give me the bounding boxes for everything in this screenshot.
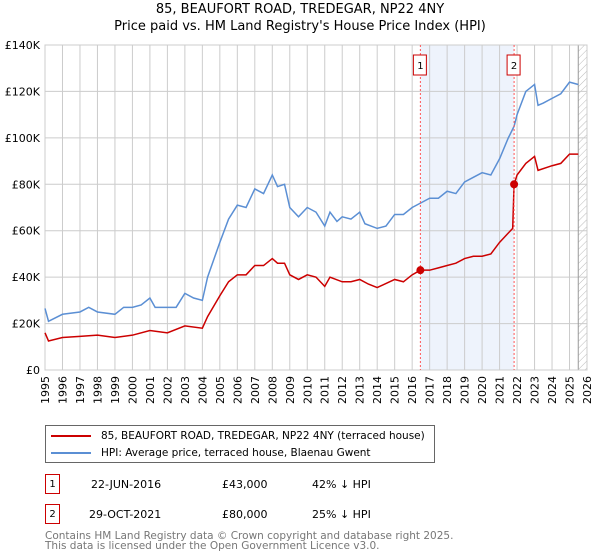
x-tick-label: 2026 xyxy=(581,376,594,404)
footer: Contains HM Land Registry data © Crown c… xyxy=(45,530,454,552)
x-tick-label: 2010 xyxy=(301,376,314,404)
legend-item-property: 85, BEAUFORT ROAD, TREDEGAR, NP22 4NY (t… xyxy=(51,430,425,442)
chart: 1995 1996 1997 1998 1999 2000 2001 2002 2003 2004… xyxy=(5,39,594,404)
forecast-hatch xyxy=(578,45,587,370)
x-tick-label: 2007 xyxy=(249,376,262,404)
y-tick-label: £120K xyxy=(5,85,41,98)
sale-point xyxy=(416,266,425,275)
x-tick-label: 2016 xyxy=(406,376,419,404)
series-line xyxy=(44,81,579,323)
x-tick-label: 2001 xyxy=(144,376,157,404)
footer-line: This data is licensed under the Open Gov… xyxy=(45,540,380,552)
legend-label: 85, BEAUFORT ROAD, TREDEGAR, NP22 4NY (t… xyxy=(101,430,425,442)
chart-title: 85, BEAUFORT ROAD, TREDEGAR, NP22 4NY xyxy=(155,2,445,17)
x-tick-label: 2018 xyxy=(441,376,454,404)
x-tick-label: 2008 xyxy=(266,376,279,404)
y-tick-label: £20K xyxy=(12,318,41,331)
y-tick-label: £40K xyxy=(12,271,41,284)
sale-point xyxy=(510,180,519,189)
x-tick-label: 2006 xyxy=(231,376,244,404)
y-tick-label: £80K xyxy=(12,178,41,191)
x-tick-label: 2004 xyxy=(196,376,209,404)
transaction-delta: 42% ↓ HPI xyxy=(312,477,371,491)
legend: 85, BEAUFORT ROAD, TREDEGAR, NP22 4NY (t… xyxy=(45,425,435,463)
x-tick-label: 2021 xyxy=(494,376,507,404)
sale-period-shading xyxy=(420,45,515,370)
x-tick-label: 1996 xyxy=(56,376,69,404)
x-tick-label: 2014 xyxy=(371,376,384,404)
x-tick-label: 2013 xyxy=(354,376,367,404)
y-tick-label: £100K xyxy=(5,132,41,145)
transaction-row: 1 22-JUN-2016 £43,000 42% ↓ HPI xyxy=(45,474,371,494)
x-tick-label: 1997 xyxy=(74,376,87,404)
x-tick-label: 1995 xyxy=(39,376,52,404)
x-tick-label: 1999 xyxy=(109,376,122,404)
x-tick-label: 2009 xyxy=(284,376,297,404)
x-tick-label: 2015 xyxy=(389,376,402,404)
x-tick-label: 2023 xyxy=(529,376,542,404)
x-tick-label: 2000 xyxy=(126,376,139,404)
sale-badge-label: 2 xyxy=(511,61,517,72)
legend-swatch-red xyxy=(51,435,91,437)
x-tick-label: 2003 xyxy=(179,376,192,404)
footer-line: Contains HM Land Registry data © Crown c… xyxy=(45,530,454,542)
x-tick-label: 2025 xyxy=(564,376,577,404)
legend-swatch-blue xyxy=(51,452,91,454)
series-line xyxy=(44,153,579,342)
transaction-date: 22-JUN-2016 xyxy=(91,477,162,491)
y-tick-label: £140K xyxy=(5,39,41,52)
sale-badge xyxy=(506,54,521,76)
transaction-price: £43,000 xyxy=(222,477,268,491)
x-tick-label: 2011 xyxy=(319,376,332,404)
sale-badge-label: 1 xyxy=(417,61,423,72)
x-tick-label: 2005 xyxy=(214,376,227,404)
transaction-badge: 2 xyxy=(45,504,60,524)
transaction-badge: 1 xyxy=(45,474,60,494)
transaction-price: £80,000 xyxy=(222,507,268,521)
transaction-row: 2 29-OCT-2021 £80,000 25% ↓ HPI xyxy=(45,504,371,524)
x-tick-label: 2022 xyxy=(511,376,524,404)
x-tick-label: 2024 xyxy=(546,376,559,404)
x-tick-label: 2020 xyxy=(476,376,489,404)
transaction-delta: 25% ↓ HPI xyxy=(312,507,371,521)
x-tick-label: 2017 xyxy=(424,376,437,404)
plot-frame xyxy=(44,44,588,371)
sale-badge xyxy=(412,54,427,76)
x-tick-label: 2002 xyxy=(161,376,174,404)
legend-label: HPI: Average price, terraced house, Blae… xyxy=(101,447,371,459)
x-tick-label: 2012 xyxy=(336,376,349,404)
legend-item-hpi: HPI: Average price, terraced house, Blae… xyxy=(51,447,371,459)
x-tick-label: 1998 xyxy=(91,376,104,404)
y-tick-label: £60K xyxy=(12,225,41,238)
x-tick-label: 2019 xyxy=(459,376,472,404)
transaction-date: 29-OCT-2021 xyxy=(89,507,162,521)
y-tick-label: £0 xyxy=(26,364,40,377)
chart-subtitle: Price paid vs. HM Land Registry's House … xyxy=(114,19,486,34)
